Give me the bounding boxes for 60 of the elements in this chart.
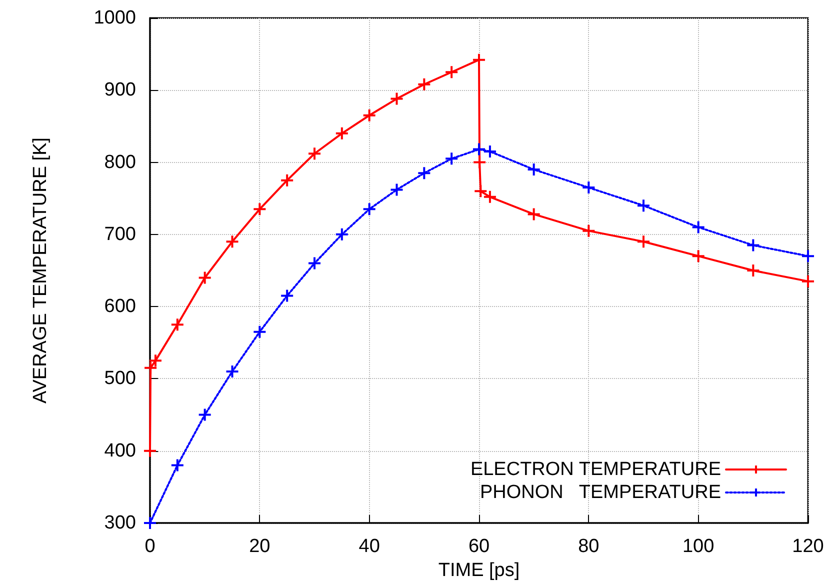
y-tick-label: 600 <box>104 296 136 318</box>
point <box>252 202 267 216</box>
x-tick-label: 60 <box>468 536 490 557</box>
legend-label: PHONON TEMPERATURE <box>480 482 721 503</box>
point <box>582 180 596 195</box>
y-tick-label: 1000 <box>94 8 136 28</box>
point <box>444 152 459 166</box>
point <box>308 256 322 270</box>
point <box>280 288 294 303</box>
point <box>390 182 404 197</box>
point <box>143 444 157 458</box>
point <box>362 202 376 216</box>
point <box>582 224 596 238</box>
x-tick-label: 0 <box>144 536 156 557</box>
x-tick-label: 80 <box>578 536 600 557</box>
y-tick-label: 800 <box>104 152 136 173</box>
legend-label: ELECTRON TEMPERATURE <box>470 459 721 480</box>
point <box>417 77 432 92</box>
point <box>170 458 184 472</box>
point <box>144 360 158 375</box>
point <box>308 146 322 161</box>
point <box>636 198 650 213</box>
x-tick-label: 120 <box>792 536 824 557</box>
point <box>148 354 162 368</box>
point <box>801 274 815 288</box>
point <box>362 108 376 122</box>
point <box>225 364 240 378</box>
point <box>691 249 706 264</box>
y-tick-label: 900 <box>104 80 136 101</box>
point <box>198 408 212 422</box>
point <box>746 264 760 278</box>
point <box>472 142 486 156</box>
point <box>170 318 184 332</box>
point <box>472 52 486 67</box>
y-axis-title: AVERAGE TEMPERATURE [K] <box>30 137 51 404</box>
y-tick-label: 400 <box>104 440 136 462</box>
point <box>198 270 212 285</box>
y-tick-label: 300 <box>104 512 136 534</box>
x-axis-title: TIME [ps] <box>438 560 520 581</box>
point <box>417 166 432 180</box>
y-tick-label: 500 <box>104 368 136 390</box>
point <box>472 155 487 170</box>
point <box>444 65 459 80</box>
point <box>390 92 404 106</box>
x-tick-label: 100 <box>682 536 714 557</box>
point <box>252 324 267 339</box>
point <box>636 234 650 249</box>
x-tick-label: 20 <box>249 536 270 557</box>
point <box>334 126 349 140</box>
point <box>746 238 760 252</box>
point <box>482 144 497 158</box>
point <box>526 162 541 176</box>
point <box>526 207 541 222</box>
x-tick-label: 40 <box>358 536 380 557</box>
point <box>691 220 706 234</box>
y-tick-label: 700 <box>104 224 136 245</box>
point <box>801 249 815 264</box>
point <box>334 227 349 242</box>
point <box>225 234 240 249</box>
point <box>280 173 294 188</box>
